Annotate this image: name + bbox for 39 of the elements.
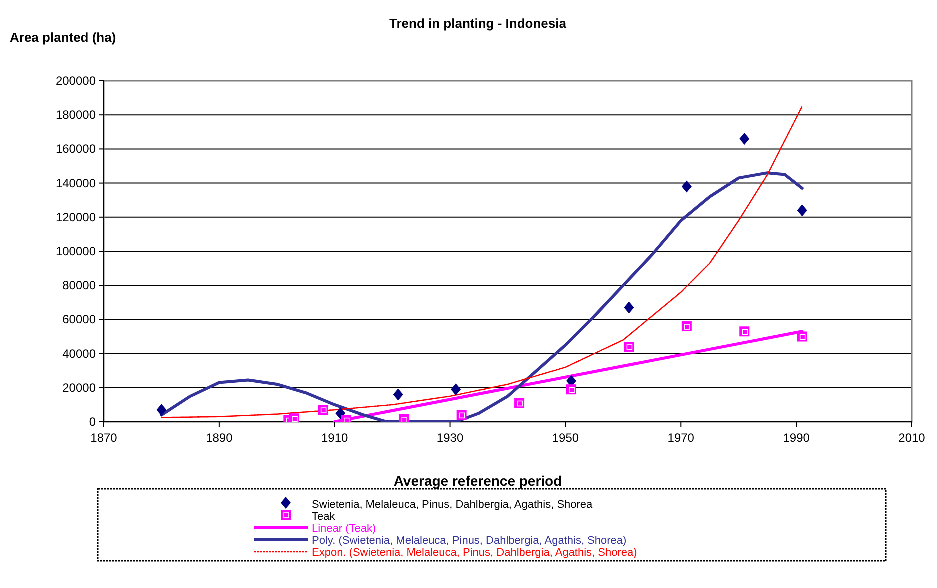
x-tick-label: 1990 <box>783 431 810 445</box>
point <box>451 384 462 396</box>
point <box>797 204 808 217</box>
x-tick-label: 1950 <box>552 431 580 445</box>
chart-title: Trend in planting - Indonesia <box>390 16 568 31</box>
y-axis-title: Area planted (ha) <box>10 30 116 45</box>
x-tick-label: 1890 <box>206 431 234 445</box>
legend-label: Swietenia, Melaleuca, Pinus, Dahlbergia, Agathis, Shorea <box>312 499 594 511</box>
legend-label: Teak <box>312 511 336 523</box>
point <box>393 388 404 401</box>
legend-label: Poly. (Swietenia, Melaleuca, Pinus, Dahlbergia, Agathis, Shorea) <box>312 535 627 547</box>
point <box>456 410 467 420</box>
y-tick-label: 20000 <box>62 380 96 395</box>
y-tick-label: 0 <box>89 415 96 429</box>
y-tick-label: 140000 <box>56 176 96 190</box>
y-tick-label: 60000 <box>62 312 96 327</box>
y-tick-label: 200000 <box>56 74 96 88</box>
point <box>682 180 692 193</box>
x-tick-label: 2010 <box>898 431 926 445</box>
y-tick-label: 80000 <box>62 278 96 293</box>
x-tick-label: 1910 <box>322 431 349 445</box>
y-tick-label: 180000 <box>56 108 96 122</box>
point <box>740 132 750 145</box>
x-tick-label: 1870 <box>90 431 118 445</box>
x-tick-label: 1930 <box>436 431 464 445</box>
y-tick-label: 160000 <box>56 142 96 156</box>
legend-label: Expon. (Swietenia, Melaleuca, Pinus, Dahlbergia, Agathis, Shorea) <box>312 547 638 559</box>
point <box>156 404 167 416</box>
point <box>624 302 634 314</box>
point <box>289 414 300 422</box>
y-tick-label: 120000 <box>56 210 96 224</box>
line-series <box>161 106 803 418</box>
y-tick-label: 100000 <box>56 244 96 258</box>
y-tick-label: 40000 <box>62 346 96 361</box>
legend-label: Linear (Teak) <box>312 523 376 535</box>
x-axis-title: Average reference period <box>394 473 562 489</box>
point <box>797 332 808 342</box>
x-tick-label: 1970 <box>668 431 695 445</box>
point <box>336 407 346 420</box>
